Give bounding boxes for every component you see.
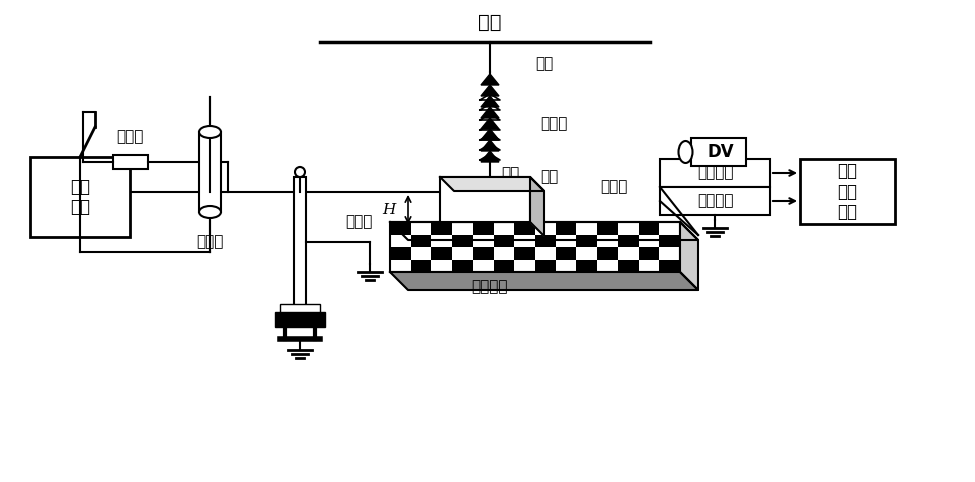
Bar — [390, 247, 410, 259]
Text: DV: DV — [708, 143, 734, 161]
Polygon shape — [390, 272, 698, 290]
Bar — [431, 247, 452, 259]
Text: 木垛: 木垛 — [501, 166, 519, 182]
Text: 绳索: 绳索 — [535, 56, 553, 71]
Bar — [452, 235, 473, 247]
Bar — [659, 259, 680, 272]
Bar — [535, 235, 556, 247]
Bar — [660, 187, 770, 215]
Polygon shape — [530, 177, 544, 236]
Bar — [514, 222, 535, 235]
Ellipse shape — [199, 126, 221, 138]
Bar — [618, 235, 639, 247]
Bar — [294, 177, 306, 307]
Bar — [280, 304, 320, 312]
Polygon shape — [481, 85, 499, 96]
Polygon shape — [440, 177, 544, 191]
Bar — [576, 235, 597, 247]
Text: 分压器: 分压器 — [345, 214, 372, 229]
Text: 水电阻: 水电阻 — [116, 130, 143, 145]
Bar — [660, 159, 770, 187]
Bar — [597, 222, 618, 235]
Circle shape — [295, 167, 305, 177]
Polygon shape — [481, 107, 499, 118]
Polygon shape — [680, 222, 698, 290]
Bar — [639, 247, 659, 259]
Bar — [199, 132, 221, 212]
Polygon shape — [481, 151, 499, 162]
Bar — [410, 235, 431, 247]
Bar — [514, 247, 535, 259]
Text: 泄漏电流: 泄漏电流 — [697, 165, 733, 180]
Bar — [690, 138, 746, 166]
Text: H: H — [382, 202, 395, 216]
Text: 电压信号: 电压信号 — [697, 193, 733, 209]
Ellipse shape — [199, 206, 221, 218]
Text: 金属板: 金属板 — [600, 179, 627, 195]
Bar — [659, 235, 680, 247]
Bar — [639, 222, 659, 235]
Bar — [556, 247, 576, 259]
Bar — [535, 259, 556, 272]
Polygon shape — [481, 118, 499, 129]
Text: 顶梁: 顶梁 — [479, 13, 502, 31]
Bar — [410, 259, 431, 272]
Text: 试验
电源: 试验 电源 — [70, 177, 90, 216]
Bar — [440, 177, 530, 222]
Text: 电容器: 电容器 — [196, 235, 223, 250]
Bar — [493, 259, 514, 272]
Text: 信号
采集
系统: 信号 采集 系统 — [838, 161, 857, 221]
Bar — [618, 259, 639, 272]
Bar — [556, 222, 576, 235]
Bar — [800, 159, 895, 224]
Bar — [431, 222, 452, 235]
Bar — [390, 222, 680, 272]
Bar — [597, 247, 618, 259]
Bar — [390, 222, 410, 235]
Ellipse shape — [679, 141, 692, 163]
Bar — [473, 247, 493, 259]
Polygon shape — [481, 96, 499, 107]
Polygon shape — [481, 129, 499, 140]
Bar — [112, 155, 147, 169]
Bar — [275, 312, 325, 327]
Bar — [473, 222, 493, 235]
Bar — [452, 259, 473, 272]
Polygon shape — [481, 140, 499, 151]
Bar — [30, 157, 130, 237]
Polygon shape — [481, 74, 499, 85]
Bar — [576, 259, 597, 272]
Text: 绝缘子: 绝缘子 — [540, 117, 567, 132]
Text: 导线: 导线 — [540, 170, 559, 185]
Text: 耐火材料: 耐火材料 — [472, 280, 508, 295]
Bar — [493, 235, 514, 247]
